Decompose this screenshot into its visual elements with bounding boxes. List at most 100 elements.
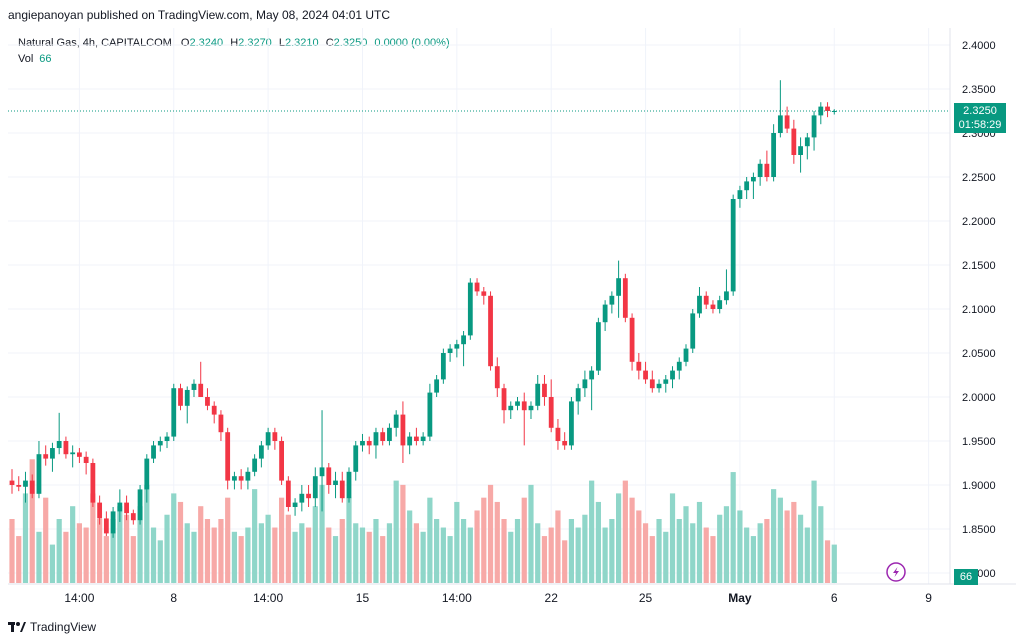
volume-label[interactable]: Vol xyxy=(18,53,34,65)
price-tick-label: 1.9500 xyxy=(962,436,996,448)
candle xyxy=(279,436,284,485)
candle-body xyxy=(467,282,473,336)
volume-bar xyxy=(63,531,69,583)
candle xyxy=(339,471,345,503)
candle-body xyxy=(420,436,426,441)
footer-brand[interactable]: TradingView xyxy=(30,620,97,634)
candle xyxy=(29,474,35,499)
candle-body xyxy=(252,458,258,472)
low-value: 2.3210 xyxy=(285,37,319,49)
candle-body xyxy=(265,432,271,446)
volume-bar xyxy=(238,536,244,583)
volume-bar xyxy=(629,497,635,583)
candle xyxy=(555,419,561,450)
candle xyxy=(50,442,55,472)
candle xyxy=(825,102,830,118)
close-label: C xyxy=(325,37,334,49)
candle xyxy=(184,386,190,424)
candle xyxy=(252,454,258,477)
candle xyxy=(521,392,527,446)
volume-bar xyxy=(440,527,446,583)
candle xyxy=(144,454,150,503)
volume-bar xyxy=(791,501,797,583)
change-value: 0.0000 (0.00%) xyxy=(374,37,450,49)
candle-body xyxy=(43,454,49,459)
candle xyxy=(629,313,635,371)
candle-body xyxy=(575,388,581,402)
candle xyxy=(393,410,399,437)
price-tick-label: 1.9000 xyxy=(962,480,996,492)
candle xyxy=(198,361,204,397)
volume-bar xyxy=(730,472,736,583)
candle-body xyxy=(764,163,770,177)
volume-bar xyxy=(171,493,177,583)
candle xyxy=(515,397,520,411)
candle xyxy=(151,441,156,463)
open-value: 2.3240 xyxy=(189,37,224,49)
symbol-title[interactable]: Natural Gas, 4h, CAPITALCOM xyxy=(18,37,172,49)
volume-bar xyxy=(696,501,703,583)
time-tick-label: 6 xyxy=(831,591,838,605)
candle xyxy=(589,366,595,411)
high-label: H xyxy=(230,37,239,49)
candle xyxy=(622,273,628,323)
candle-body xyxy=(151,445,156,459)
volume-bar xyxy=(562,540,568,583)
volume-bar xyxy=(501,519,507,583)
candle xyxy=(582,370,588,397)
candle-body xyxy=(387,427,392,441)
volume-bar xyxy=(265,514,271,583)
candle xyxy=(103,511,109,537)
candle xyxy=(353,441,359,481)
volume-bar xyxy=(393,480,399,583)
candle-body xyxy=(569,401,574,446)
volume-bar xyxy=(797,514,804,583)
candle-body xyxy=(279,441,284,481)
candle xyxy=(717,295,723,314)
candles xyxy=(9,80,837,538)
candle-body xyxy=(130,513,136,521)
volume-bar xyxy=(144,484,150,583)
candle-body xyxy=(70,452,76,455)
volume-bar xyxy=(494,501,500,583)
price-tick-label: 2.0000 xyxy=(962,392,996,404)
candle-body xyxy=(818,106,824,116)
candle-body xyxy=(629,317,635,362)
candle-body xyxy=(663,379,669,384)
candle xyxy=(535,375,541,411)
candle-body xyxy=(353,445,359,472)
volume-bar xyxy=(737,510,743,583)
volume-bar xyxy=(467,527,473,583)
candle-body xyxy=(461,335,466,345)
volume-bar xyxy=(117,506,123,583)
candle xyxy=(744,177,750,199)
candle xyxy=(171,383,177,441)
volume-bar xyxy=(528,484,534,583)
candle xyxy=(690,309,696,353)
candle xyxy=(191,379,197,397)
price-tick-label: 2.4000 xyxy=(962,40,996,52)
candle xyxy=(784,106,790,133)
candle-body xyxy=(501,388,507,411)
candle xyxy=(265,427,271,450)
volume-bar xyxy=(804,527,810,583)
candle xyxy=(326,463,332,494)
candle-body xyxy=(319,467,325,477)
candle-body xyxy=(602,304,608,323)
volume-bar xyxy=(285,514,291,583)
time-tick-label: 15 xyxy=(356,591,370,605)
candle xyxy=(528,401,534,419)
volume-bar xyxy=(575,527,581,583)
candle xyxy=(440,348,446,384)
candle-body xyxy=(831,111,837,112)
candle-body xyxy=(110,511,116,534)
candle xyxy=(56,412,62,455)
candle-body xyxy=(400,414,406,446)
volume-bar xyxy=(717,514,723,583)
volume-bar xyxy=(723,506,730,583)
candle xyxy=(454,339,460,358)
open-label: O xyxy=(180,37,190,49)
candle xyxy=(272,427,278,450)
candle xyxy=(461,331,466,367)
